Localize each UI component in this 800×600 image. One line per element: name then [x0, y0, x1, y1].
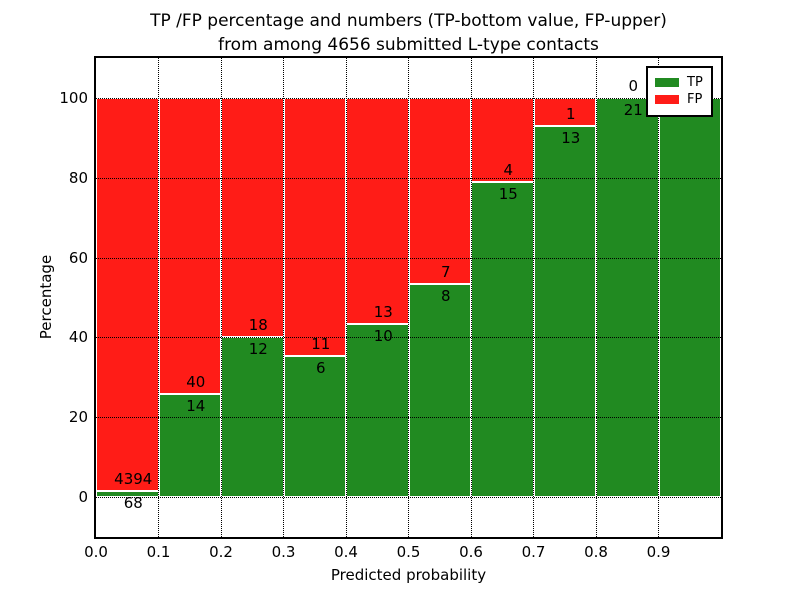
tp-count-label-6: 15 — [498, 184, 518, 203]
x-tick-label-0.9: 0.9 — [646, 543, 671, 561]
chart-title-line2: from among 4656 submitted L-type contact… — [218, 35, 599, 55]
fp-count-label-4: 13 — [373, 302, 393, 321]
tp-count-label-7: 13 — [561, 129, 581, 148]
fp-count-label-2: 18 — [248, 316, 268, 335]
fp-count-label-8: 0 — [628, 76, 639, 95]
x-tick-label-0.1: 0.1 — [146, 543, 171, 561]
bar-segment-tp-5 — [408, 284, 471, 498]
x-tick-label-0.3: 0.3 — [271, 543, 296, 561]
x-tick-label-0.8: 0.8 — [584, 543, 608, 561]
tp-count-label-4: 10 — [373, 326, 393, 345]
gridline-x-0.5 — [408, 58, 409, 537]
legend: TP FP — [646, 66, 713, 117]
bar-segment-tp-7 — [533, 126, 596, 498]
gridline-x-0.4 — [345, 58, 347, 537]
bar-segment-fp-5 — [408, 97, 471, 285]
gridline-x-0.7 — [533, 58, 534, 537]
x-tick-label-0.0: 0.0 — [84, 543, 108, 561]
fp-count-label-5: 7 — [440, 263, 451, 282]
legend-tp-label: TP — [687, 75, 703, 90]
bar-segment-fp-1 — [158, 97, 221, 394]
tp-count-label-3: 6 — [315, 359, 326, 378]
bar-segment-fp-2 — [221, 97, 284, 338]
y-tick-label-100: 100 — [59, 88, 88, 107]
x-axis-label: Predicted probability — [330, 566, 487, 584]
plot-area: 4394684014181211613107841511302101TPFP — [94, 56, 723, 539]
y-tick-label-80: 80 — [68, 168, 88, 187]
chart-title-line1: TP /FP percentage and numbers (TP-bottom… — [150, 11, 667, 31]
fp-count-label-7: 1 — [565, 105, 576, 124]
tp-count-label-8: 21 — [623, 100, 643, 119]
x-tick-label-0.4: 0.4 — [334, 543, 358, 561]
legend-entry-fp: FP — [655, 92, 704, 107]
y-tick-label-40: 40 — [68, 328, 88, 347]
fp-count-label-0: 4394 — [114, 470, 153, 488]
legend-fp-label: FP — [687, 92, 703, 107]
legend-tp-swatch — [655, 78, 679, 87]
fp-count-label-3: 11 — [311, 335, 331, 354]
bar-segment-tp-9 — [658, 97, 721, 498]
gridline-x-0.1 — [158, 58, 159, 537]
gridline-x-0.3 — [283, 58, 284, 537]
gridline-x-0.2 — [220, 58, 222, 537]
gridline-x-0.8 — [595, 58, 597, 537]
x-tick-label-0.5: 0.5 — [396, 543, 421, 561]
legend-entry-tp: TP — [655, 75, 704, 90]
bar-segment-tp-3 — [283, 356, 346, 498]
x-tick-label-0.6: 0.6 — [459, 543, 483, 561]
bar-segment-tp-6 — [471, 181, 534, 498]
y-tick-label-20: 20 — [68, 408, 88, 427]
y-tick-label-60: 60 — [68, 248, 88, 267]
bar-segment-fp-3 — [283, 97, 346, 357]
bar-segment-fp-0 — [96, 97, 159, 491]
x-tick-label-0.7: 0.7 — [521, 543, 546, 561]
tp-count-label-1: 14 — [186, 396, 206, 415]
legend-fp-swatch — [655, 95, 679, 104]
tp-count-label-0: 68 — [123, 494, 143, 512]
bar-segment-fp-4 — [346, 97, 409, 324]
fp-count-label-1: 40 — [186, 372, 206, 391]
x-tick-label-0.2: 0.2 — [209, 543, 233, 561]
tp-count-label-2: 12 — [248, 340, 268, 359]
gridline-x-0.9 — [658, 58, 659, 537]
gridline-x-0.6 — [470, 58, 472, 537]
bar-segment-tp-4 — [346, 323, 409, 498]
tp-count-label-5: 8 — [440, 287, 451, 306]
fp-count-label-6: 4 — [503, 160, 514, 179]
y-tick-label-0: 0 — [78, 488, 88, 507]
chart-title: TP /FP percentage and numbers (TP-bottom… — [96, 9, 721, 57]
bar-segment-tp-8 — [596, 97, 659, 498]
